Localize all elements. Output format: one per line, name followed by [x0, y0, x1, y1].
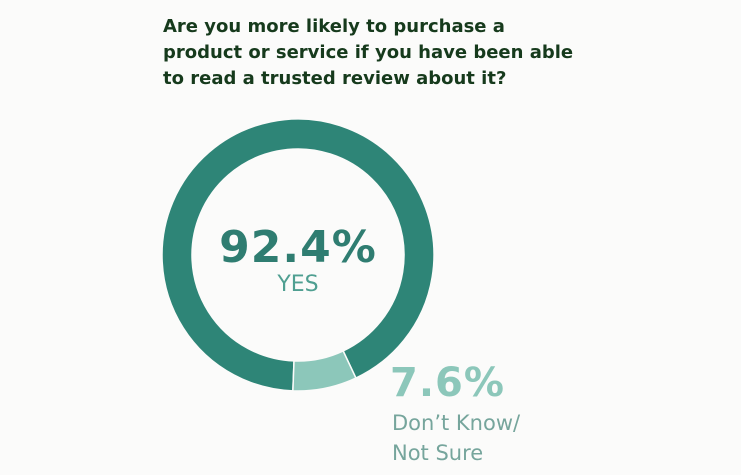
chart-title: Are you more likely to purchase a produc… — [163, 16, 574, 89]
value-label: 7.6% — [390, 360, 505, 406]
donut-slice — [292, 349, 357, 392]
value-label: 92.4% — [219, 222, 377, 273]
category-label: YES — [277, 272, 319, 297]
category-label: Don’t Know/ Not Sure — [392, 411, 521, 465]
donut-slice — [161, 118, 435, 392]
